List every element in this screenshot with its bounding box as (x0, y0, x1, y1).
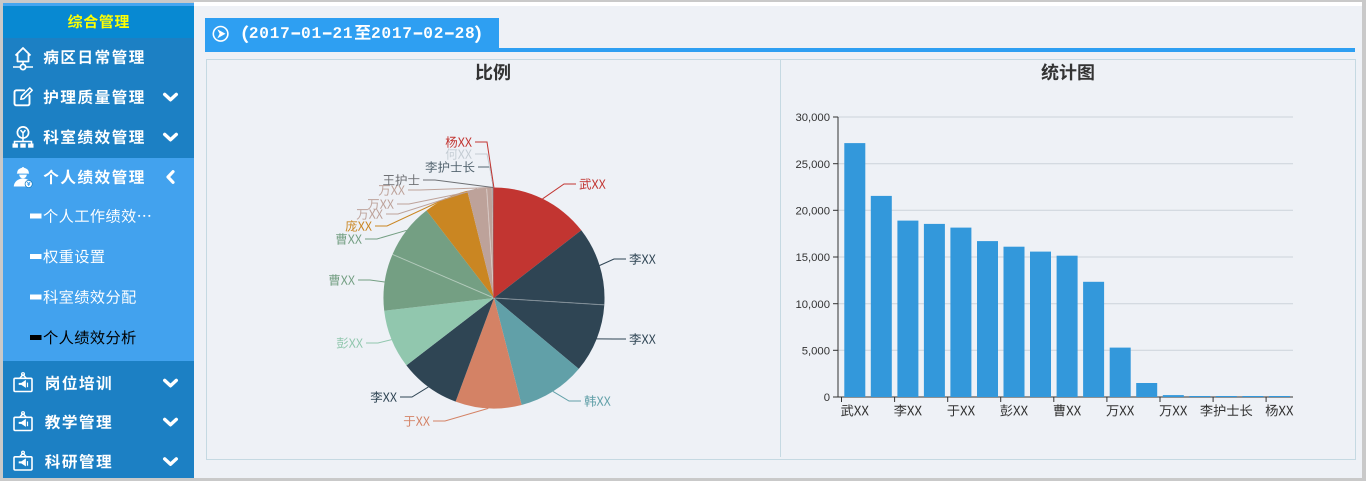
svg-text:5,000: 5,000 (802, 345, 830, 357)
svg-text:20,000: 20,000 (795, 205, 830, 217)
svg-text:10,000: 10,000 (795, 299, 830, 311)
svg-text:30,000: 30,000 (795, 112, 830, 124)
svg-text:0: 0 (824, 392, 830, 404)
svg-text:25,000: 25,000 (795, 159, 830, 171)
svg-text:15,000: 15,000 (795, 252, 830, 264)
